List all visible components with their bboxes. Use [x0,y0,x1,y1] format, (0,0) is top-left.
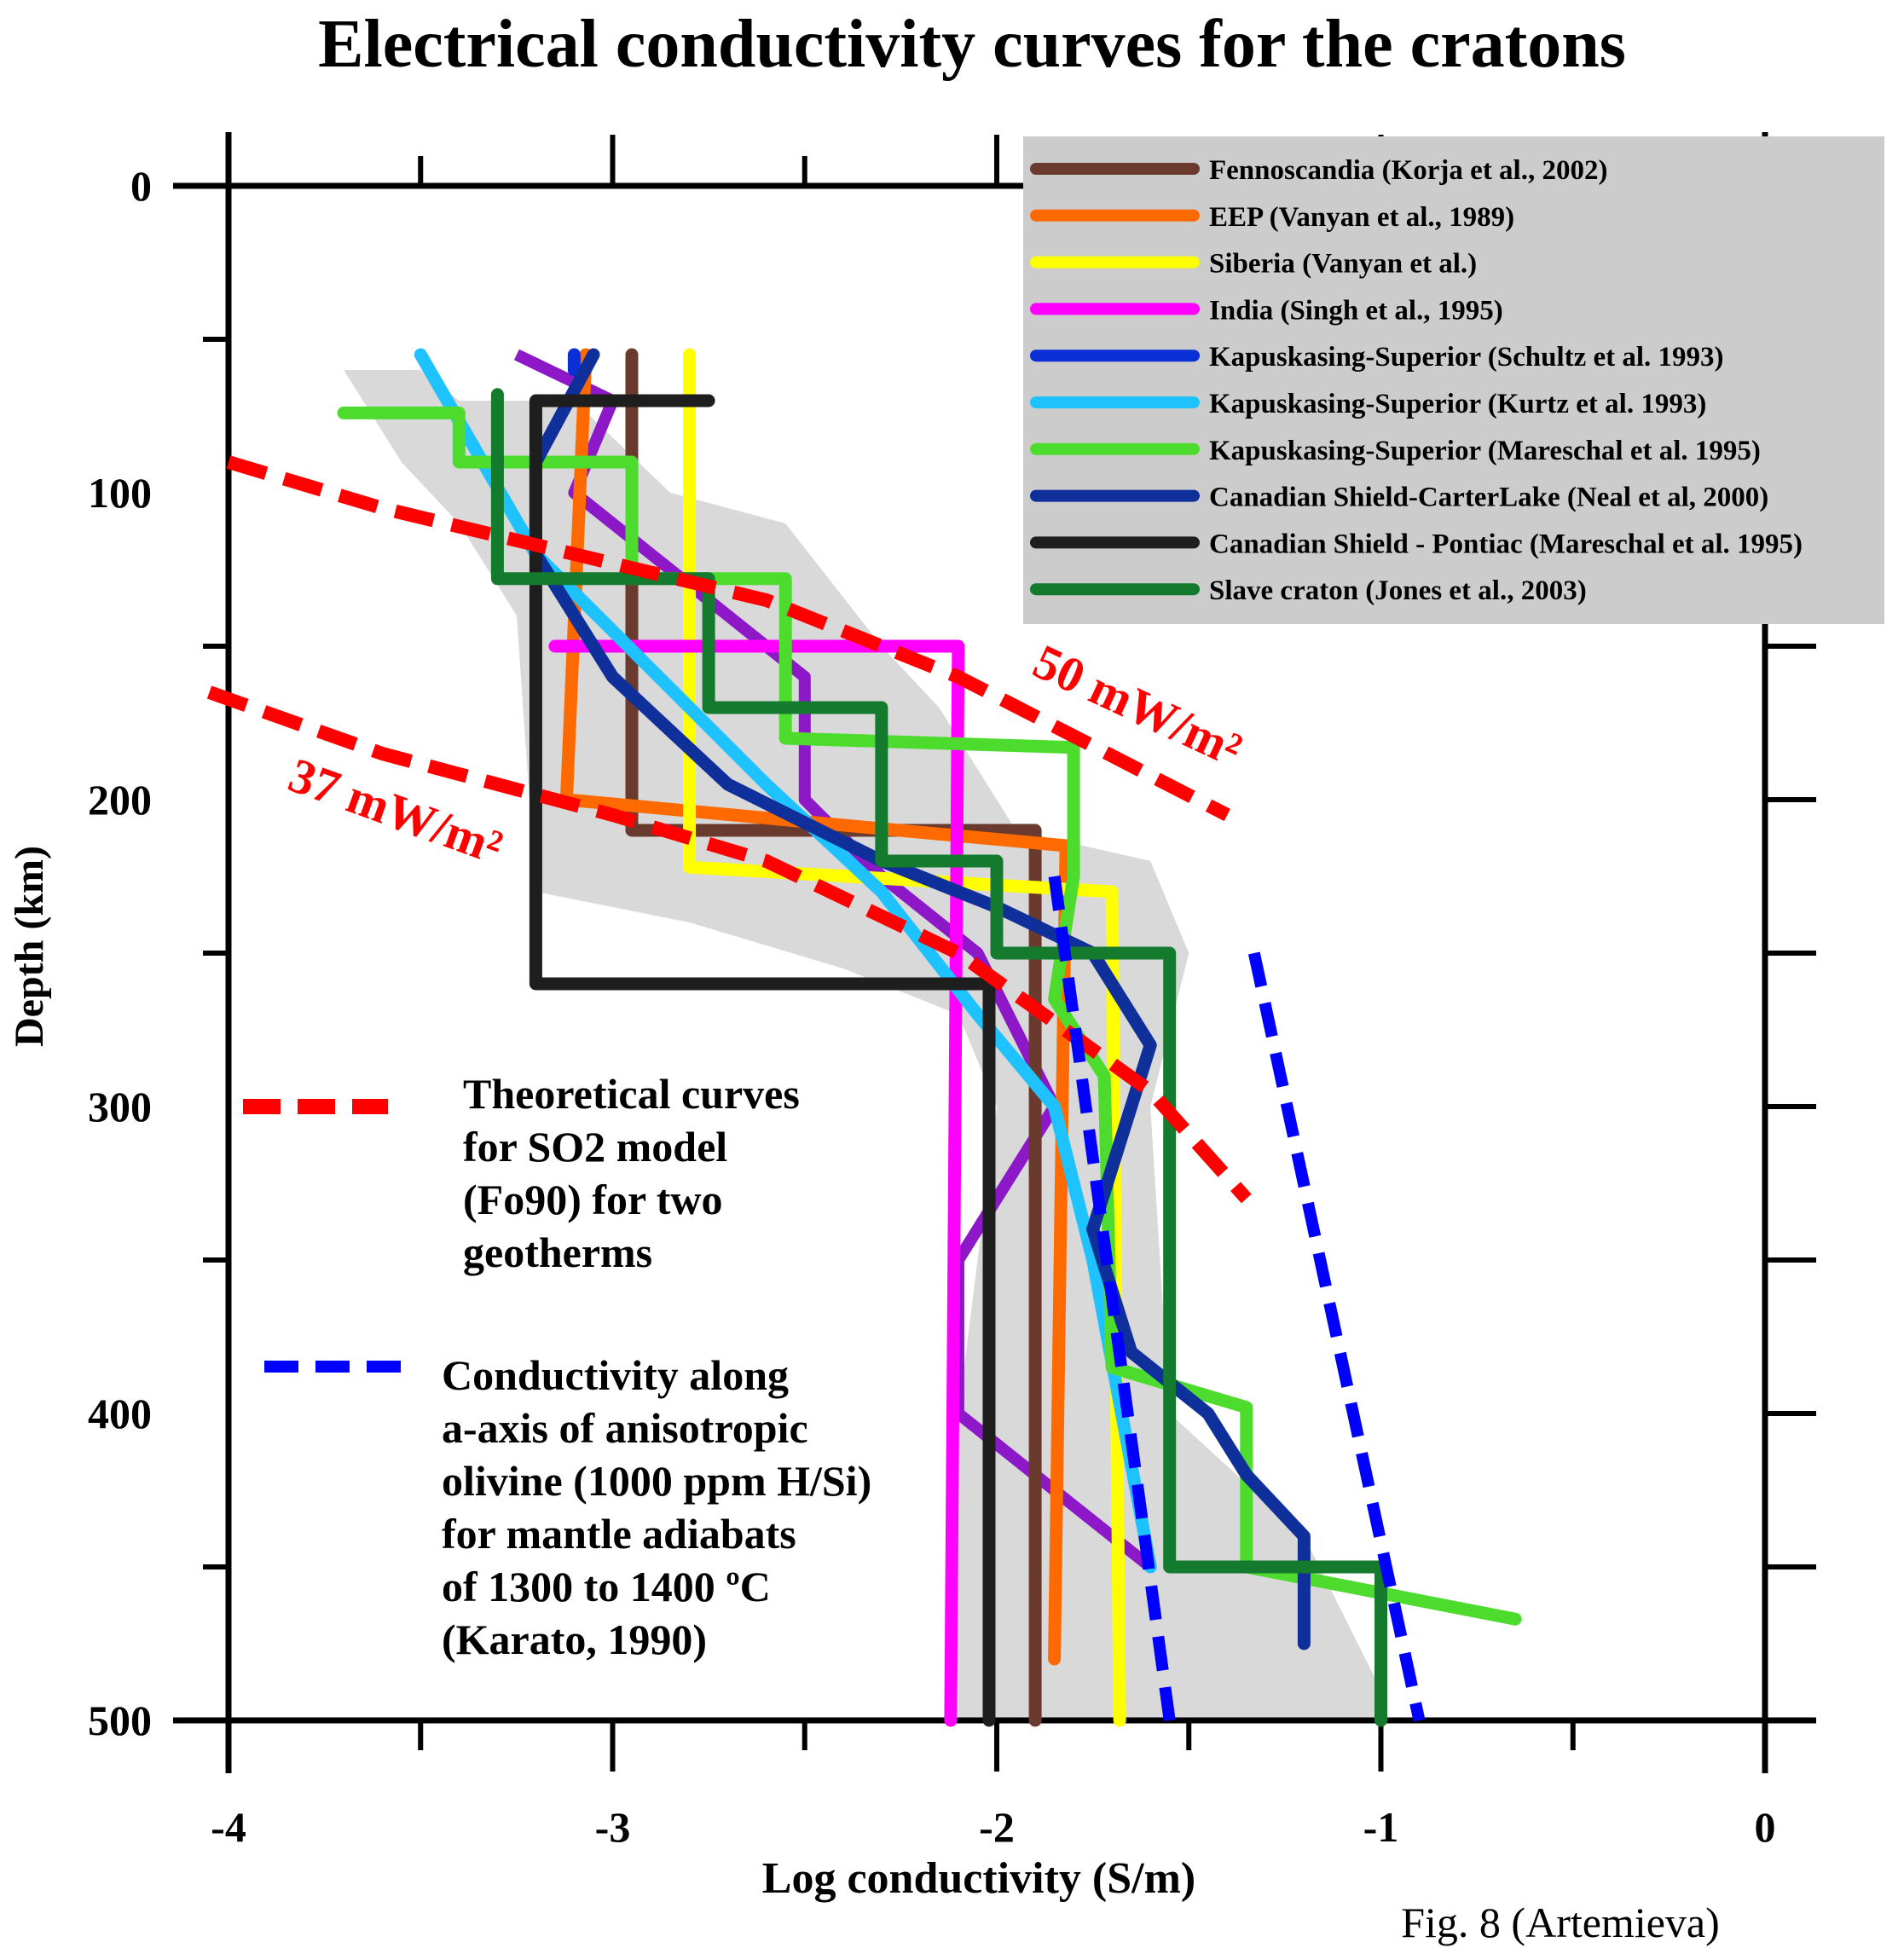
anisotropic-curve-1 [1247,951,1426,1722]
legend: Fennoscandia (Korja et al., 2002) EEP (Va… [1023,136,1884,624]
theoretical-curve-1 [206,685,1252,1204]
y-tick-label: 100 [88,469,152,517]
figure-label: Fig. 8 (Artemieva) [1401,1899,1720,1946]
anisotropic-legend-text: olivine (1000 ppm H/Si) [442,1457,871,1505]
series-lines [206,348,1522,1727]
theoretical-legend-text: for SO2 model [463,1123,727,1171]
series-line-6 [337,406,1522,1626]
anisotropic-curve-0 [1048,876,1176,1721]
x-axis-label: Log conductivity (S/m) [762,1854,1195,1903]
legend-item-label: Kapuskasing-Superior (Mareschal et al. 1… [1209,436,1761,466]
theoretical-legend-text: Theoretical curves [463,1070,800,1118]
theoretical-curve-0 [226,455,1230,822]
legend-item-label: Kapuskasing-Superior (Kurtz et al. 1993) [1209,389,1706,419]
y-tick-label: 0 [130,162,152,210]
chart-title: Electrical conductivity curves for the c… [318,7,1626,82]
y-tick-label: 200 [88,776,152,824]
label-50-mw: 50 mW/m² [1026,633,1251,777]
anisotropic-legend-text: for mantle adiabats [442,1510,796,1558]
legend-item-label: Slave craton (Jones et al., 2003) [1209,575,1587,606]
theoretical-legend-text: (Fo90) for two [463,1176,723,1223]
x-tick-label: 0 [1755,1803,1776,1851]
legend-item-label: India (Singh et al., 1995) [1209,295,1503,326]
legend-item-label: Canadian Shield - Pontiac (Mareschal et … [1209,529,1803,559]
series-line-3 [548,639,965,1727]
x-tick-label: -3 [595,1803,631,1851]
legend-item-label: Siberia (Vanyan et al.) [1209,249,1477,280]
x-tick-label: -4 [211,1803,246,1851]
legend-item-label: Canadian Shield-CarterLake (Neal et al, … [1209,483,1768,513]
anisotropic-legend-text: a-axis of anisotropic [442,1404,808,1452]
legend-item-label: Kapuskasing-Superior (Schultz et al. 199… [1209,342,1724,373]
anisotropic-legend-text: Conductivity along [442,1351,789,1399]
y-axis-label: Depth (km) [7,846,52,1047]
theoretical-legend-text: geotherms [463,1228,652,1276]
label-37-mw: 37 mW/m² [282,747,510,875]
legend-item-label: EEP (Vanyan et al., 1989) [1209,202,1514,233]
legend-item-label: Fennoscandia (Korja et al., 2002) [1209,155,1607,186]
series-line-9 [490,388,1387,1727]
y-tick-label: 300 [88,1083,152,1130]
y-tick-label: 400 [88,1390,152,1437]
y-tick-label: 500 [88,1697,152,1744]
x-tick-label: -1 [1363,1803,1399,1851]
x-tick-label: -2 [979,1803,1015,1851]
anisotropic-legend-text: (Karato, 1990) [442,1616,707,1663]
series-line-8 [529,394,996,1727]
anisotropic-legend-text: of 1300 to 1400 ºC [442,1563,771,1610]
series-line-5 [414,348,1157,1574]
